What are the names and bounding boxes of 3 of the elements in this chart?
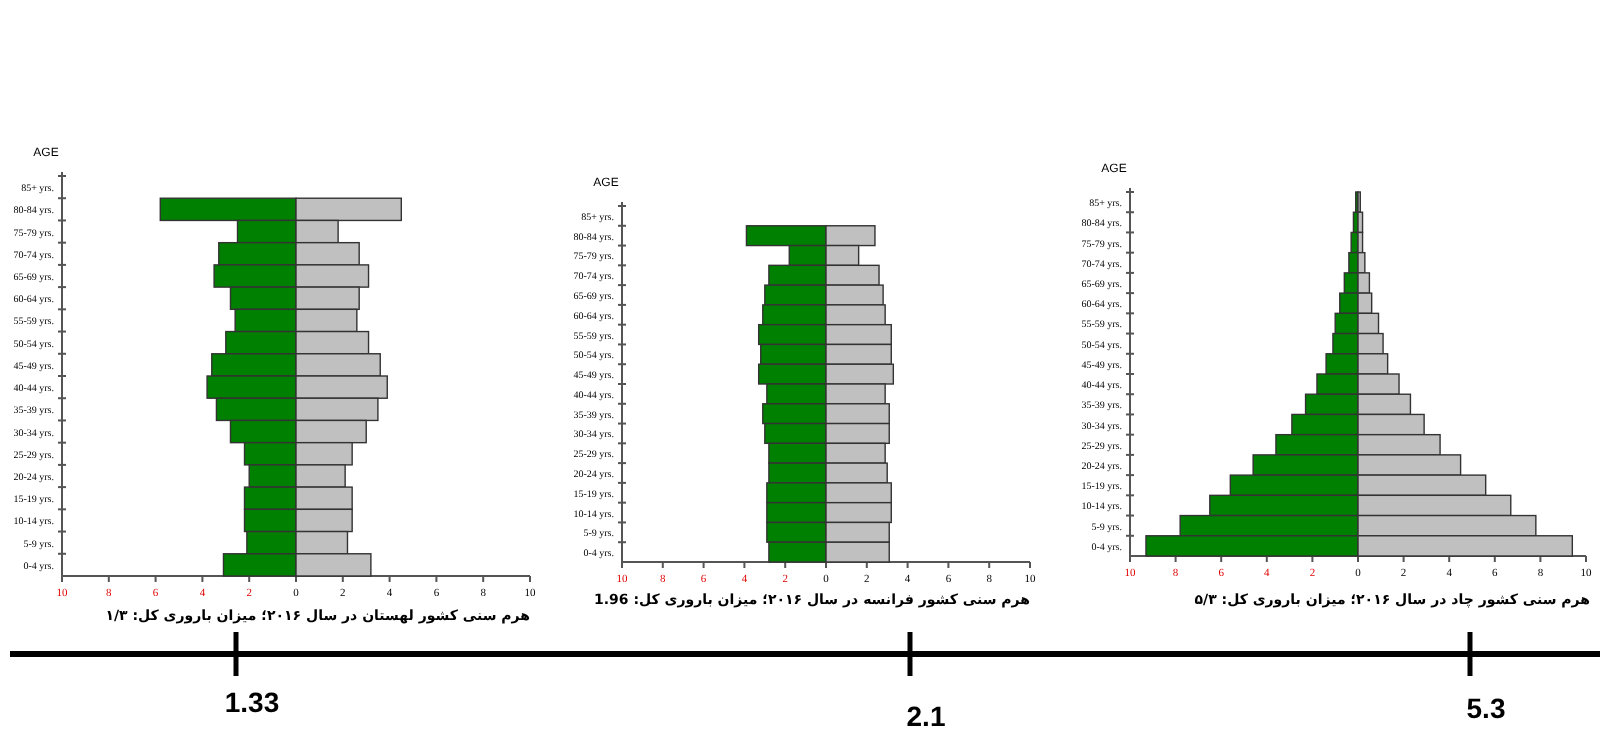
text: 1.33 xyxy=(224,686,280,718)
text: 2.1 xyxy=(906,700,946,732)
text: 5.3 xyxy=(1466,692,1506,724)
